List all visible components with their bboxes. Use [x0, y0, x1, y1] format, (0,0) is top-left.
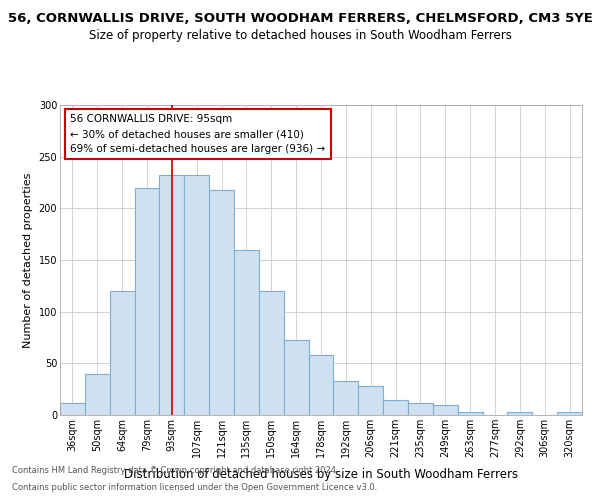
Text: Contains public sector information licensed under the Open Government Licence v3: Contains public sector information licen…: [12, 484, 377, 492]
Bar: [383, 400, 408, 415]
Bar: [308, 355, 334, 415]
Bar: [110, 291, 134, 415]
Bar: [184, 176, 209, 415]
Text: 56 CORNWALLIS DRIVE: 95sqm
← 30% of detached houses are smaller (410)
69% of sem: 56 CORNWALLIS DRIVE: 95sqm ← 30% of deta…: [70, 114, 326, 154]
Bar: [259, 291, 284, 415]
Bar: [358, 386, 383, 415]
Text: Size of property relative to detached houses in South Woodham Ferrers: Size of property relative to detached ho…: [89, 29, 511, 42]
Bar: [234, 250, 259, 415]
Bar: [284, 340, 308, 415]
Bar: [334, 381, 358, 415]
Bar: [408, 402, 433, 415]
Bar: [458, 412, 482, 415]
Bar: [433, 404, 458, 415]
Bar: [508, 412, 532, 415]
Text: Contains HM Land Registry data © Crown copyright and database right 2024.: Contains HM Land Registry data © Crown c…: [12, 466, 338, 475]
Text: 56, CORNWALLIS DRIVE, SOUTH WOODHAM FERRERS, CHELMSFORD, CM3 5YE: 56, CORNWALLIS DRIVE, SOUTH WOODHAM FERR…: [8, 12, 592, 26]
Y-axis label: Number of detached properties: Number of detached properties: [23, 172, 33, 348]
Bar: [134, 188, 160, 415]
Bar: [160, 176, 184, 415]
X-axis label: Distribution of detached houses by size in South Woodham Ferrers: Distribution of detached houses by size …: [124, 468, 518, 481]
Bar: [209, 190, 234, 415]
Bar: [60, 402, 85, 415]
Bar: [85, 374, 110, 415]
Bar: [557, 412, 582, 415]
